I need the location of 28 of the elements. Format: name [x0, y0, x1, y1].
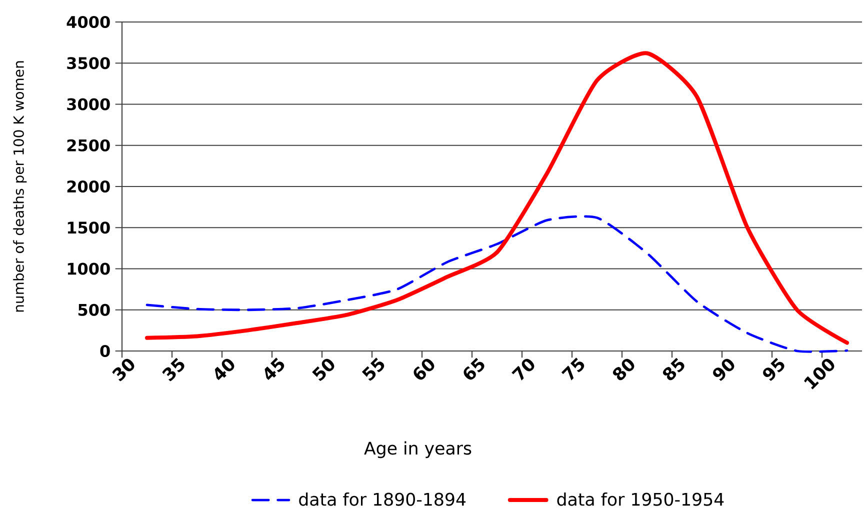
x-tick-label: 95 — [763, 358, 784, 381]
x-tick-label: 55 — [362, 358, 384, 381]
x-tick-label: 90 — [713, 358, 734, 381]
x-axis-title: Age in years — [364, 441, 472, 458]
y-tick-label: 4000 — [66, 16, 110, 28]
y-axis-title: number of deaths per 100 K women — [13, 61, 27, 312]
x-tick-label: 80 — [612, 358, 634, 380]
x-tick-label: 60 — [414, 358, 434, 380]
x-tick-label: 85 — [662, 358, 684, 380]
x-tick-label: 50 — [312, 358, 334, 381]
x-tick-label: 40 — [214, 358, 234, 380]
y-tick-label: 0 — [100, 344, 110, 358]
legend-label: data for 1890-1894 — [299, 492, 466, 506]
x-tick-label: 45 — [264, 358, 284, 380]
y-tick-label: 500 — [78, 304, 110, 316]
y-tick-label: 2000 — [67, 180, 110, 193]
legend-label: data for 1950-1954 — [557, 492, 724, 506]
y-tick-label: 1000 — [68, 262, 110, 275]
x-tick-label: 35 — [162, 358, 184, 382]
y-tick-label: 3000 — [67, 98, 110, 110]
y-tick-label: 3500 — [67, 57, 110, 70]
x-tick-label: 75 — [561, 358, 584, 380]
line-series — [145, 51, 850, 345]
y-tick-label: 1500 — [68, 222, 110, 234]
x-tick-label: 70 — [512, 358, 534, 380]
y-tick-label: 2500 — [67, 139, 110, 152]
x-tick-label: 65 — [464, 358, 484, 380]
x-tick-label: 30 — [112, 358, 134, 382]
